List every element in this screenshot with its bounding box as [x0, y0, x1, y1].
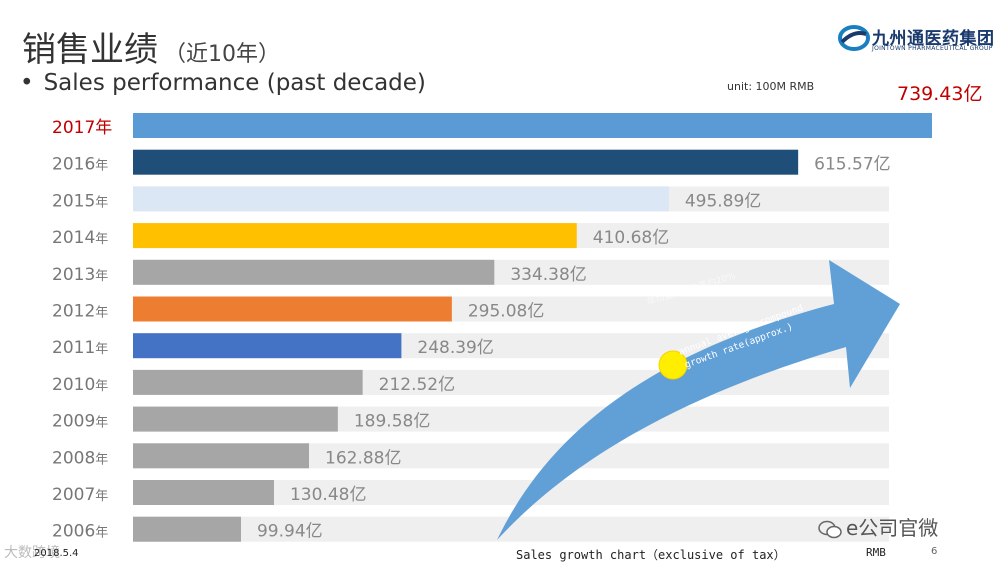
wechat-icon [818, 520, 842, 538]
value-label: 615.57亿 [814, 155, 890, 175]
company-logo: 九州通医药集团 JOINTOWN PHARMACEUTICAL GROUP [838, 22, 998, 58]
page-title-main: 销售业绩 [22, 30, 158, 70]
value-label: 130.48亿 [290, 485, 366, 505]
category-label: 2008年 [52, 448, 108, 468]
value-label: 739.43亿 [897, 83, 982, 105]
value-label: 99.94亿 [257, 522, 323, 542]
page-subtitle: • Sales performance (past decade) [20, 70, 426, 96]
value-label: 334.38亿 [510, 265, 586, 285]
value-label: 189.58亿 [354, 412, 430, 432]
category-label: 2010年 [52, 375, 108, 395]
category-label: 2011年 [52, 338, 108, 358]
watermark: 大数跨境 [4, 545, 60, 561]
bar-2008年 [133, 443, 310, 469]
category-label: 2014年 [52, 228, 108, 248]
wechat-text: e公司官微 [846, 516, 939, 540]
value-label: 248.39亿 [417, 338, 493, 358]
page-number: 6 [931, 546, 938, 557]
bar-2015年 [133, 186, 669, 212]
category-label: 2012年 [52, 302, 108, 322]
company-logo-icon [838, 25, 870, 51]
footer-currency: RMB [866, 546, 886, 559]
value-label: 212.52亿 [379, 375, 455, 395]
bullet: • [20, 70, 34, 96]
category-label: 2015年 [52, 191, 108, 211]
bar-2017年 [133, 113, 932, 138]
value-label: 295.08亿 [468, 302, 544, 322]
value-label: 410.68亿 [593, 228, 669, 248]
bar-2010年 [133, 369, 363, 395]
category-label: 2007年 [52, 485, 108, 505]
bar-2013年 [133, 259, 495, 285]
logo-name-cn: 九州通医药集团 [872, 29, 995, 49]
bar-2014年 [133, 223, 577, 249]
category-label: 2017年 [52, 118, 112, 138]
wechat-badge: e公司官微 [818, 512, 938, 541]
bar-2012年 [133, 296, 452, 322]
bar-2009年 [133, 406, 338, 432]
bar-2006年 [133, 516, 241, 542]
bar-2011年 [133, 333, 402, 359]
value-label: 162.88亿 [325, 448, 401, 468]
bar-2016年 [133, 149, 799, 175]
value-label: 495.89亿 [685, 191, 761, 211]
highlight-marker [658, 350, 688, 380]
chart-caption: Sales growth chart（exclusive of tax） [516, 548, 786, 562]
page-title-suffix: （近10年） [164, 42, 280, 67]
bar-2007年 [133, 480, 274, 505]
growth-arrow [497, 260, 900, 540]
category-label: 2013年 [52, 265, 108, 285]
logo-name-en: JOINTOWN PHARMACEUTICAL GROUP [872, 45, 993, 52]
subtitle-text: Sales performance (past decade) [43, 70, 426, 96]
unit-label: unit: 100M RMB [727, 80, 815, 93]
category-label: 2006年 [52, 522, 108, 542]
footer-date: 2018.5.4 [34, 548, 79, 559]
category-label: 2016年 [52, 155, 108, 175]
category-label: 2009年 [52, 412, 108, 432]
page-title: 销售业绩 （近10年） [22, 22, 280, 71]
